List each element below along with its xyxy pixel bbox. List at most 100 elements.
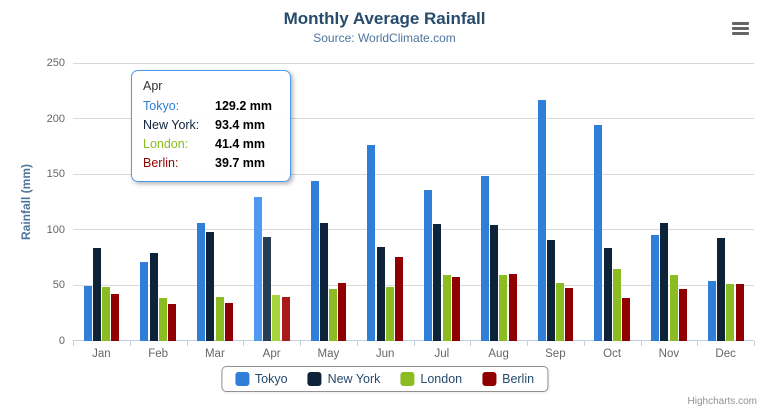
bar-london-mar[interactable] <box>215 297 224 341</box>
export-menu-icon[interactable] <box>732 22 749 35</box>
bar-london-apr[interactable] <box>272 295 281 341</box>
legend-item-london[interactable]: London <box>400 372 462 386</box>
chart-title: Monthly Average Rainfall <box>283 9 486 28</box>
bar-london-jul[interactable] <box>442 275 451 341</box>
burger-bar <box>732 22 749 25</box>
bar-tokyo-dec[interactable] <box>707 280 716 341</box>
bar-berlin-jan[interactable] <box>111 293 120 341</box>
y-axis-label: 250 <box>46 57 65 69</box>
legend-item-label: New York <box>327 372 381 386</box>
bar-new-york-may[interactable] <box>319 223 328 341</box>
bar-berlin-apr[interactable] <box>281 296 290 341</box>
gridline <box>73 118 754 120</box>
plot-area: 0 50 100 150 200 250 Jan Feb Mar Apr May Jun Jul Aug S… <box>47 57 755 360</box>
tooltip-header: Apr <box>143 79 163 93</box>
bar-berlin-aug[interactable] <box>508 273 517 341</box>
x-axis-tick <box>186 341 188 346</box>
legend-swatch-icon <box>307 372 322 386</box>
bar-london-dec[interactable] <box>726 284 735 341</box>
bar-tokyo-oct[interactable] <box>594 125 603 341</box>
bar-london-oct[interactable] <box>612 268 621 341</box>
tooltip-series-label: London: <box>143 137 189 151</box>
bar-tokyo-mar[interactable] <box>197 222 205 341</box>
bar-new-york-aug[interactable] <box>490 225 498 341</box>
bar-london-may[interactable] <box>329 288 337 341</box>
gridline <box>73 62 754 64</box>
legend-item-label: Berlin <box>502 372 535 386</box>
bar-new-york-sep[interactable] <box>546 239 555 341</box>
legend-item-tokyo[interactable]: Tokyo <box>234 372 288 386</box>
legend-item-berlin[interactable]: Berlin <box>482 372 534 386</box>
gridline <box>73 229 754 231</box>
bar-london-sep[interactable] <box>556 282 564 341</box>
bar-berlin-oct[interactable] <box>622 297 630 341</box>
credits-link[interactable]: Highcharts.com <box>687 396 757 407</box>
tooltip-row: London: 41.4 mm <box>143 135 279 154</box>
bar-tokyo-jul[interactable] <box>424 190 432 341</box>
bar-tokyo-jan[interactable] <box>83 285 92 341</box>
x-axis-label-apr: Apr <box>262 348 281 360</box>
x-axis-label-oct: Oct <box>603 348 622 360</box>
x-axis-label-mar: Mar <box>204 348 225 360</box>
tooltip-row: New York: 93.4 mm <box>143 116 279 135</box>
bar-new-york-feb[interactable] <box>149 253 158 341</box>
x-axis-label-sep: Sep <box>545 348 566 360</box>
bar-berlin-feb[interactable] <box>168 304 176 341</box>
bar-berlin-may[interactable] <box>338 282 347 341</box>
x-axis-tick <box>470 341 472 346</box>
y-axis-label: 0 <box>58 335 65 347</box>
tooltip-series-value: 41.4 mm <box>215 137 266 151</box>
bar-berlin-sep[interactable] <box>565 288 574 341</box>
legend-swatch-icon <box>400 372 415 386</box>
bar-tokyo-sep[interactable] <box>537 100 546 341</box>
x-axis-tick <box>697 341 699 346</box>
bar-new-york-jun[interactable] <box>376 247 385 341</box>
gridline <box>73 173 754 175</box>
y-axis-label: 100 <box>46 223 65 236</box>
x-axis-tick <box>640 341 642 346</box>
legend-swatch-icon <box>234 372 249 386</box>
tooltip-series-value: 39.7 mm <box>215 156 266 170</box>
bar-new-york-nov[interactable] <box>660 222 669 341</box>
bar-new-york-jan[interactable] <box>92 248 101 341</box>
bar-new-york-oct[interactable] <box>603 248 612 341</box>
x-axis-tick <box>527 341 528 346</box>
bar-berlin-mar[interactable] <box>224 302 233 341</box>
bar-tokyo-nov[interactable] <box>651 234 659 341</box>
chart-subtitle: Source: WorldClimate.com <box>313 31 456 45</box>
bar-london-nov[interactable] <box>669 275 678 341</box>
bar-new-york-jul[interactable] <box>433 224 442 341</box>
x-axis-tick <box>129 341 131 346</box>
bar-tokyo-apr[interactable] <box>253 197 262 341</box>
bar-berlin-jul[interactable] <box>451 277 460 341</box>
tooltip-series-value: 129.2 mm <box>215 99 272 113</box>
bar-london-feb[interactable] <box>158 297 167 341</box>
y-axis-label: 150 <box>46 168 65 181</box>
bar-tokyo-aug[interactable] <box>480 175 489 341</box>
bar-new-york-apr[interactable] <box>263 237 271 341</box>
gridline <box>73 284 754 286</box>
bar-berlin-nov[interactable] <box>678 289 687 341</box>
bar-berlin-jun[interactable] <box>395 257 403 341</box>
bar-tokyo-feb[interactable] <box>140 261 149 341</box>
bar-berlin-dec[interactable] <box>735 284 744 341</box>
bar-new-york-mar[interactable] <box>206 231 215 341</box>
x-axis-label-jan: Jan <box>92 348 111 360</box>
bar-tokyo-may[interactable] <box>310 180 319 341</box>
x-axis-label-dec: Dec <box>715 348 736 360</box>
x-axis-tick <box>356 341 358 346</box>
y-axis-label: 200 <box>46 112 65 125</box>
y-axis-label: 50 <box>52 279 65 292</box>
tooltip-series-label: Tokyo: <box>143 99 180 113</box>
bar-new-york-dec[interactable] <box>717 238 725 341</box>
burger-bar <box>732 32 749 35</box>
bar-tokyo-jun[interactable] <box>367 145 376 341</box>
x-axis-label-jun: Jun <box>375 348 395 360</box>
legend-item-label: London <box>420 372 463 386</box>
bar-london-aug[interactable] <box>499 274 508 341</box>
x-axis-label-jul: Jul <box>434 348 450 360</box>
bar-london-jan[interactable] <box>102 286 110 341</box>
legend-item-new-york[interactable]: New York <box>307 372 381 386</box>
x-axis-tick <box>413 341 415 346</box>
bar-london-jun[interactable] <box>385 287 394 341</box>
